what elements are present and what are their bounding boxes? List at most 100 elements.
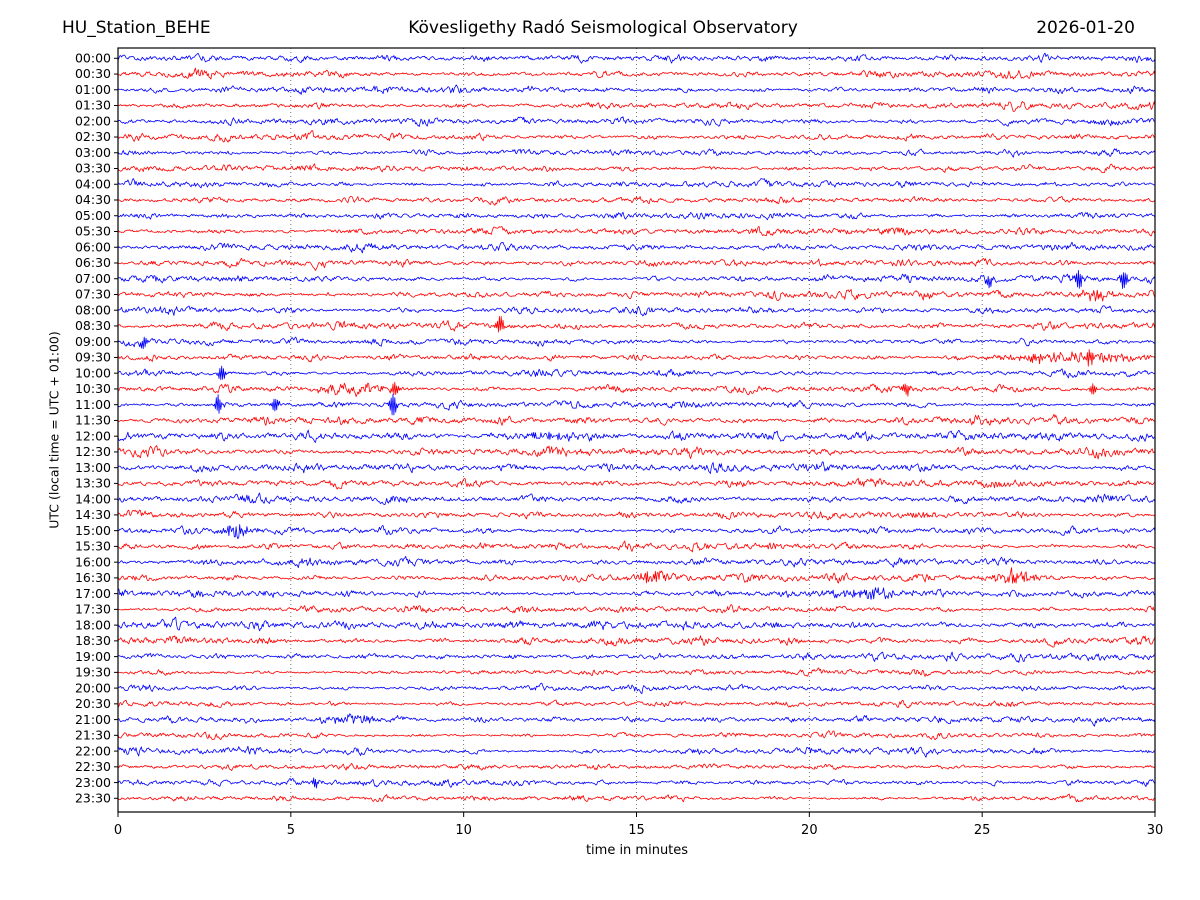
y-tick-label: 17:30 bbox=[75, 602, 111, 617]
seismic-trace-1100 bbox=[118, 393, 1155, 416]
seismic-trace-1930 bbox=[118, 667, 1155, 677]
y-tick-label: 21:30 bbox=[75, 728, 111, 743]
y-tick-label: 06:30 bbox=[75, 255, 111, 270]
y-tick-label: 14:00 bbox=[75, 491, 111, 506]
y-tick-label: 22:00 bbox=[75, 743, 111, 758]
y-tick-label: 07:00 bbox=[75, 271, 111, 286]
y-tick-label: 18:00 bbox=[75, 617, 111, 632]
y-tick-label: 08:00 bbox=[75, 302, 111, 317]
seismic-trace-0100 bbox=[118, 84, 1155, 95]
y-tick-label: 08:30 bbox=[75, 318, 111, 333]
y-tick-label: 19:00 bbox=[75, 649, 111, 664]
y-tick-label: 15:00 bbox=[75, 523, 111, 538]
seismic-trace-0000 bbox=[118, 52, 1155, 64]
seismic-trace-2000 bbox=[118, 682, 1155, 695]
y-tick-label: 17:00 bbox=[75, 586, 111, 601]
y-tick-label: 10:30 bbox=[75, 381, 111, 396]
y-tick-label: 13:30 bbox=[75, 476, 111, 491]
seismic-trace-2030 bbox=[118, 699, 1155, 709]
y-tick-label: 11:00 bbox=[75, 397, 111, 412]
y-tick-label: 03:30 bbox=[75, 161, 111, 176]
seismic-trace-0700 bbox=[118, 269, 1155, 290]
seismic-trace-1830 bbox=[118, 635, 1155, 648]
trace-group bbox=[118, 52, 1155, 803]
seismic-trace-1600 bbox=[118, 555, 1155, 569]
y-tick-label: 21:00 bbox=[75, 712, 111, 727]
y-tick-label: 10:00 bbox=[75, 365, 111, 380]
seismic-trace-1200 bbox=[118, 429, 1155, 443]
seismic-trace-0830 bbox=[118, 315, 1155, 333]
seismic-trace-1000 bbox=[118, 365, 1155, 381]
plot-frame bbox=[117, 47, 1156, 813]
x-tick-label: 25 bbox=[974, 823, 991, 838]
seismic-trace-1300 bbox=[118, 461, 1155, 475]
seismic-trace-1900 bbox=[118, 651, 1155, 663]
y-tick-label: 14:30 bbox=[75, 507, 111, 522]
y-tick-label: 19:30 bbox=[75, 665, 111, 680]
seismic-trace-2200 bbox=[118, 745, 1155, 758]
seismic-trace-0730 bbox=[118, 288, 1155, 302]
seismic-trace-0600 bbox=[118, 241, 1155, 254]
x-tick-label: 10 bbox=[455, 823, 472, 838]
y-tick-label: 23:30 bbox=[75, 791, 111, 806]
y-tick-label: 01:00 bbox=[75, 82, 111, 97]
seismic-trace-1530 bbox=[118, 540, 1155, 553]
seismic-trace-2100 bbox=[118, 713, 1155, 727]
x-tick-label: 30 bbox=[1147, 823, 1164, 838]
y-tick-label: 05:00 bbox=[75, 208, 111, 223]
seismic-trace-0630 bbox=[118, 257, 1155, 271]
seismic-trace-0230 bbox=[118, 130, 1155, 143]
seismic-trace-2330 bbox=[118, 793, 1155, 803]
seismic-trace-2230 bbox=[118, 762, 1155, 771]
y-tick-label: 12:00 bbox=[75, 428, 111, 443]
seismic-trace-1630 bbox=[118, 567, 1155, 584]
seismic-trace-2130 bbox=[118, 730, 1155, 741]
y-tick-label: 04:30 bbox=[75, 192, 111, 207]
observatory-title: Kövesligethy Radó Seismological Observat… bbox=[408, 18, 798, 38]
x-tick-label: 5 bbox=[287, 823, 295, 838]
y-tick-label: 20:30 bbox=[75, 696, 111, 711]
y-tick-label: 02:30 bbox=[75, 129, 111, 144]
seismic-trace-0900 bbox=[118, 336, 1155, 350]
seismic-trace-0530 bbox=[118, 226, 1155, 237]
x-tick-label: 15 bbox=[628, 823, 645, 838]
seismic-trace-0200 bbox=[118, 116, 1155, 127]
y-tick-label: 12:30 bbox=[75, 444, 111, 459]
seismic-trace-0430 bbox=[118, 195, 1155, 206]
x-tick-label: 20 bbox=[801, 823, 818, 838]
y-tick-label: 16:30 bbox=[75, 570, 111, 585]
y-tick-label: 00:00 bbox=[75, 51, 111, 66]
y-tick-label: 03:00 bbox=[75, 145, 111, 160]
seismic-trace-2300 bbox=[118, 777, 1155, 789]
y-tick-label: 09:00 bbox=[75, 334, 111, 349]
y-tick-label: 07:30 bbox=[75, 287, 111, 302]
seismic-trace-1130 bbox=[118, 413, 1155, 426]
seismic-trace-1230 bbox=[118, 445, 1155, 460]
y-tick-label: 04:00 bbox=[75, 176, 111, 191]
seismic-trace-1030 bbox=[118, 381, 1155, 398]
seismic-trace-1400 bbox=[118, 492, 1155, 506]
seismic-trace-0800 bbox=[118, 305, 1155, 317]
x-tick-label: 0 bbox=[114, 823, 122, 838]
date-title: 2026-01-20 bbox=[1036, 18, 1135, 38]
seismic-trace-1500 bbox=[118, 524, 1155, 540]
y-tick-label: 00:30 bbox=[75, 66, 111, 81]
y-tick-label: 13:00 bbox=[75, 460, 111, 475]
y-tick-label: 16:00 bbox=[75, 554, 111, 569]
x-axis-label: time in minutes bbox=[585, 843, 689, 858]
y-tick-label: 23:00 bbox=[75, 775, 111, 790]
y-tick-label: 02:00 bbox=[75, 113, 111, 128]
seismic-trace-0030 bbox=[118, 67, 1155, 80]
seismic-trace-0930 bbox=[118, 349, 1155, 367]
y-tick-label: 01:30 bbox=[75, 98, 111, 113]
station-title: HU_Station_BEHE bbox=[62, 18, 211, 38]
y-tick-label: 05:30 bbox=[75, 224, 111, 239]
seismic-trace-0330 bbox=[118, 163, 1155, 174]
seismic-trace-0130 bbox=[118, 101, 1155, 112]
y-tick-label: 11:30 bbox=[75, 413, 111, 428]
seismic-trace-1700 bbox=[118, 587, 1155, 600]
seismic-trace-1330 bbox=[118, 477, 1155, 490]
y-tick-label: 20:00 bbox=[75, 680, 111, 695]
